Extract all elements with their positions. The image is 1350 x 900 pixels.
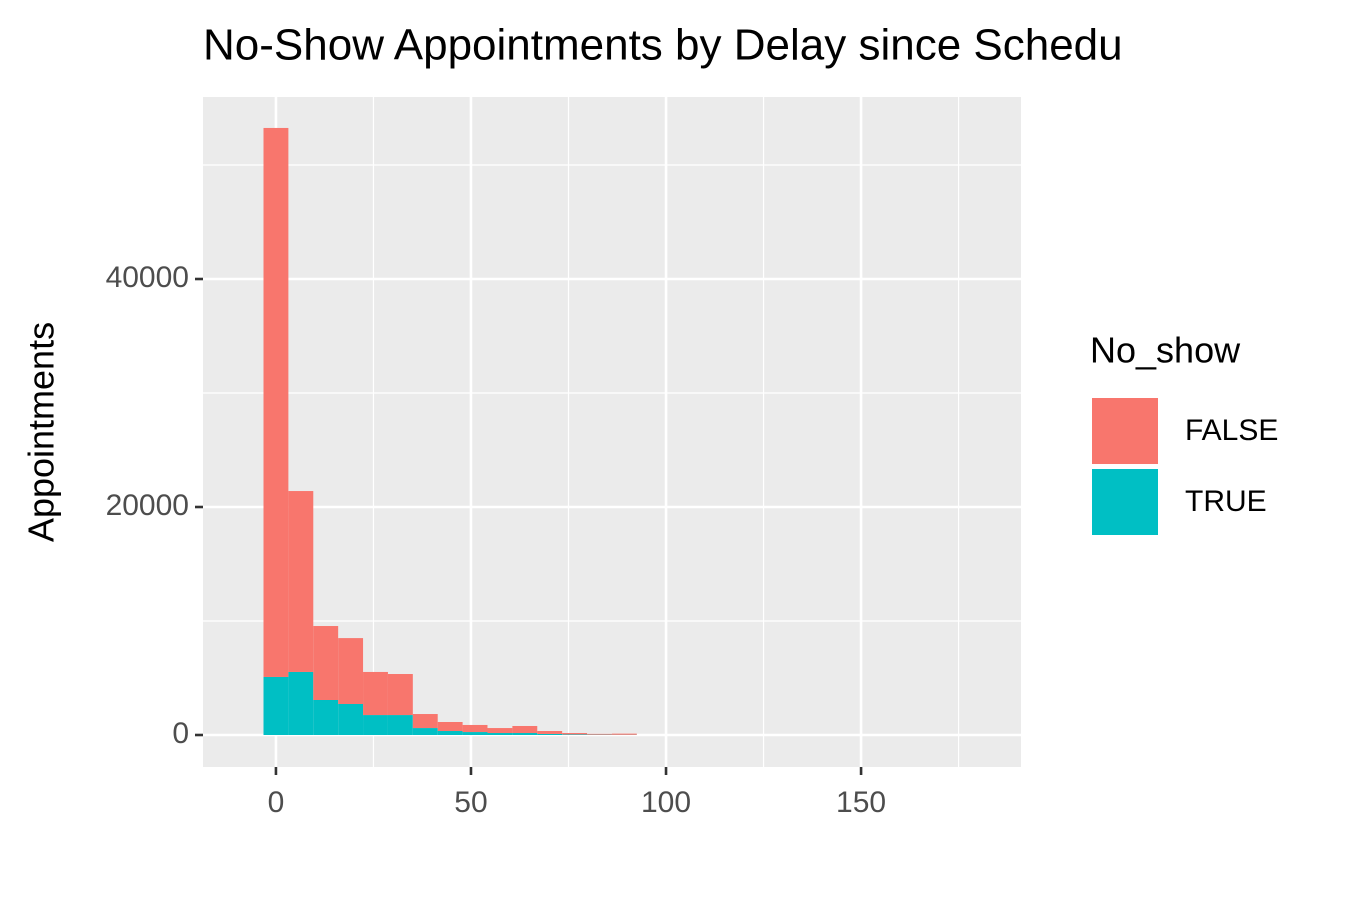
legend-swatch [1090, 467, 1160, 537]
bar [263, 127, 289, 677]
x-tick-label: 100 [641, 786, 691, 819]
bar [437, 722, 463, 732]
bar [387, 674, 413, 716]
bar [587, 733, 612, 735]
legend-title: No_show [1090, 330, 1241, 371]
bar [288, 671, 314, 736]
legend-label: FALSE [1185, 414, 1278, 447]
bar [263, 676, 289, 736]
y-tick-label: 20000 [106, 489, 189, 522]
bar [313, 700, 339, 736]
axes: 0 50 100 150 0 20000 40000 [106, 261, 887, 819]
bar [562, 733, 588, 735]
bar [412, 714, 438, 729]
bar [338, 638, 364, 704]
bar [313, 626, 339, 701]
bar [512, 733, 538, 736]
bar [562, 734, 588, 736]
bar [363, 671, 388, 716]
legend-label: TRUE [1185, 485, 1267, 518]
bar [437, 731, 463, 736]
bar [487, 728, 513, 734]
x-tick-label: 0 [268, 786, 285, 819]
bar [611, 733, 637, 735]
bar [387, 715, 413, 736]
y-tick-label: 40000 [106, 261, 189, 294]
bar [512, 725, 538, 734]
bar [288, 491, 314, 672]
bar [462, 732, 488, 736]
y-axis-label: Appointments [21, 322, 62, 542]
y-tick-label: 0 [172, 717, 189, 750]
chart-title: No-Show Appointments by Delay since Sche… [203, 21, 1123, 70]
bar [363, 715, 388, 736]
bar [537, 733, 563, 736]
legend: FALSE TRUE [1090, 396, 1278, 537]
x-tick-label: 50 [454, 786, 487, 819]
bar [537, 731, 563, 734]
bar [338, 703, 364, 736]
bar [412, 728, 438, 736]
bar [487, 733, 513, 736]
bar [462, 724, 488, 733]
x-tick-label: 150 [836, 786, 886, 819]
bars [263, 127, 637, 736]
legend-swatch [1090, 396, 1160, 466]
